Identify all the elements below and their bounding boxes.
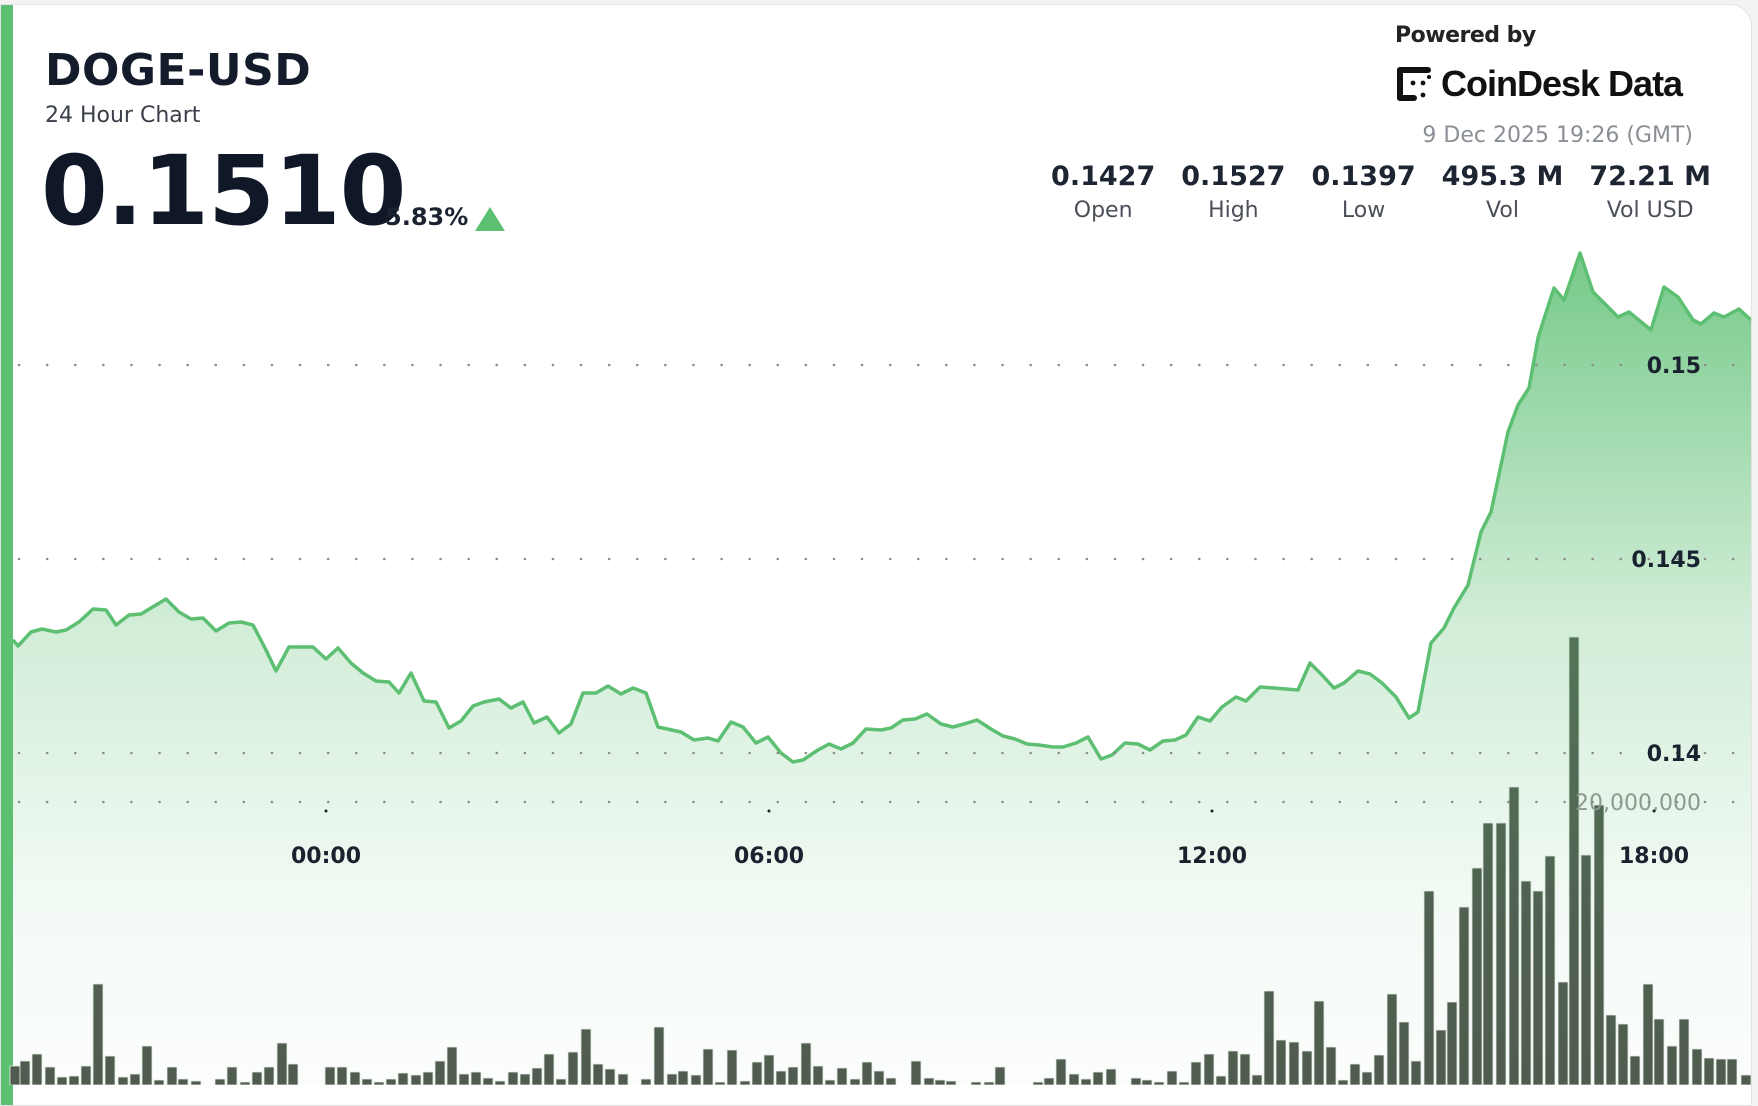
y-tick-0-15: 0.15: [1647, 354, 1701, 379]
stat-low: 0.1397 Low: [1311, 161, 1415, 223]
x-tick-mark: [767, 809, 771, 813]
x-tick-mark: [1210, 809, 1214, 813]
stats-row: 0.1427 Open 0.1527 High 0.1397 Low 495.3…: [1025, 161, 1711, 223]
stat-label: Vol: [1486, 198, 1519, 223]
stat-label: Open: [1073, 198, 1133, 223]
change-percent: 5.83%: [385, 203, 469, 231]
x-tick-12-00: 12:00: [1177, 844, 1247, 869]
x-tick-mark: [324, 809, 328, 813]
x-tick-mark: [1652, 809, 1656, 813]
stat-value: 72.21 M: [1589, 161, 1711, 192]
brand-logo-link[interactable]: CoinDesk Data: [1395, 63, 1683, 105]
accent-bar: [1, 5, 13, 1105]
y-tick-0-14: 0.14: [1647, 742, 1701, 767]
stat-label: Vol USD: [1606, 198, 1694, 223]
price-area-fill: [13, 253, 1751, 1085]
brand-name: CoinDesk Data: [1441, 63, 1683, 104]
chart-subtitle: 24 Hour Chart: [45, 103, 201, 128]
stat-high: 0.1527 High: [1181, 161, 1285, 223]
volume-axis-label: 20,000,000: [1575, 791, 1701, 816]
price-volume-chart[interactable]: 0.15 0.145 0.14 20,000,000 00:00 06:00 1…: [1, 5, 1752, 1085]
stat-vol-usd: 72.21 M Vol USD: [1589, 161, 1711, 223]
x-tick-06-00: 06:00: [734, 844, 804, 869]
stat-label: Low: [1341, 198, 1386, 223]
stat-value: 495.3 M: [1441, 161, 1564, 192]
stat-vol: 495.3 M Vol: [1442, 161, 1564, 223]
y-axis-labels: 0.15 0.145 0.14 20,000,000: [1575, 354, 1701, 816]
pair-symbol: DOGE-USD: [45, 45, 312, 96]
powered-by-label: Powered by: [1395, 23, 1536, 48]
x-axis-labels: 00:00 06:00 12:00 18:00: [291, 809, 1689, 869]
stat-open: 0.1427 Open: [1051, 161, 1155, 223]
arrow-up-icon: [475, 207, 505, 231]
stat-value: 0.1397: [1311, 161, 1416, 192]
y-tick-0-145: 0.145: [1631, 548, 1701, 573]
timestamp: 9 Dec 2025 19:26 (GMT): [1422, 123, 1693, 148]
stat-label: High: [1208, 198, 1259, 223]
x-tick-00-00: 00:00: [291, 844, 361, 869]
x-tick-18-00: 18:00: [1619, 844, 1689, 869]
chart-card: 0.15 0.145 0.14 20,000,000 00:00 06:00 1…: [0, 4, 1752, 1106]
current-price: 0.1510: [41, 135, 406, 247]
coindesk-logo-icon: [1397, 67, 1431, 101]
stat-value: 0.1527: [1181, 161, 1286, 192]
price-line: [11, 251, 1751, 764]
stat-value: 0.1427: [1051, 161, 1156, 192]
